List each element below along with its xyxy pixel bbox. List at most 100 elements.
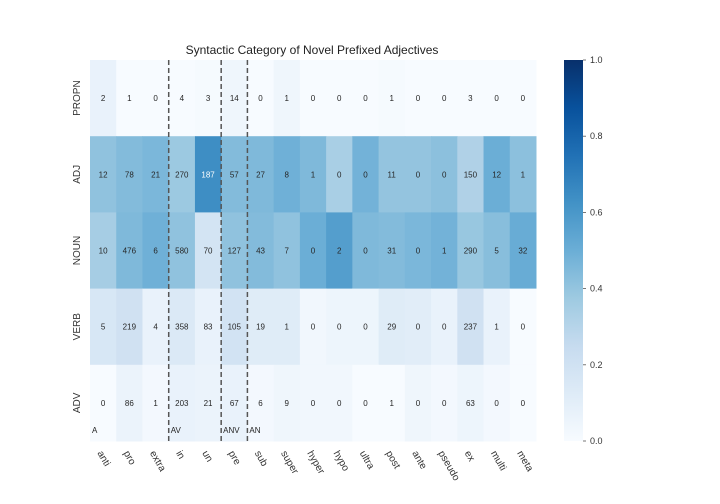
heatmap-cell (326, 364, 353, 442)
cell-count-label: 8 (285, 170, 290, 179)
x-tick-label: un (199, 449, 214, 464)
cell-count-label: 0 (153, 94, 158, 103)
cell-count-label: 1 (285, 94, 290, 103)
heatmap-cell (116, 364, 143, 442)
cell-count-label: 0 (311, 94, 316, 103)
heatmap-cell (378, 136, 406, 213)
heatmap-cell (431, 60, 458, 137)
heatmap-cell (431, 288, 458, 366)
cell-count-label: 0 (416, 399, 421, 408)
cell-count-label: 150 (464, 170, 478, 179)
heatmap-cell (326, 288, 353, 366)
y-tick-label: ADV (72, 392, 83, 413)
cell-count-label: 1 (153, 399, 158, 408)
heatmap-cell (404, 60, 432, 137)
cell-count-label: 0 (442, 323, 447, 332)
group-label: AN (249, 426, 260, 435)
heatmap-cell (352, 364, 380, 442)
heatmap-cell (116, 288, 143, 366)
cell-count-label: 0 (521, 94, 526, 103)
heatmap-cell (457, 60, 485, 137)
cell-count-label: 0 (416, 170, 421, 179)
heatmap-cell (273, 60, 301, 137)
heatmap-cell (142, 60, 170, 137)
cell-count-label: 1 (311, 170, 316, 179)
heatmap-cell (431, 364, 458, 442)
heatmap-cell (168, 288, 196, 366)
heatmap-cell (378, 212, 406, 290)
cell-count-label: 12 (492, 170, 501, 179)
heatmap-cell (457, 136, 485, 213)
cell-count-label: 27 (256, 170, 265, 179)
cell-count-label: 0 (311, 323, 316, 332)
colorbar-tick-label: 0.8 (590, 131, 603, 141)
cell-count-label: 0 (494, 399, 499, 408)
heatmap-cell (378, 60, 406, 137)
heatmap-cell (168, 136, 196, 213)
heatmap-cell (247, 60, 275, 137)
x-tick-label: hyper (304, 449, 326, 477)
x-tick-label: extra (147, 449, 168, 474)
x-tick-label: meta (514, 449, 535, 474)
colorbar-gradient (564, 60, 583, 441)
cell-count-label: 2 (101, 94, 106, 103)
heatmap-cell (352, 212, 380, 290)
heatmap-cell (221, 212, 248, 290)
heatmap-cell (142, 364, 170, 442)
heatmap-cell (352, 136, 380, 213)
heatmap-cell (221, 288, 248, 366)
cell-count-label: 0 (363, 94, 368, 103)
cell-count-label: 86 (125, 399, 134, 408)
x-tick-label: ultra (357, 449, 376, 472)
heatmap-cell (116, 60, 143, 137)
cell-count-label: 11 (388, 170, 397, 179)
heatmap-cell (90, 60, 117, 137)
heatmap-cell (299, 364, 327, 442)
x-tick-label: anti (95, 449, 113, 468)
heatmap-cell (247, 136, 275, 213)
cell-count-label: 476 (123, 247, 137, 256)
x-tick-label: pre (226, 449, 243, 467)
cell-count-label: 78 (125, 170, 134, 179)
cell-count-label: 0 (521, 399, 526, 408)
x-tick-label: pseudo (436, 449, 462, 483)
x-tick-label: in (173, 449, 186, 461)
y-tick-label: VERB (72, 313, 83, 341)
cell-count-label: 0 (521, 323, 526, 332)
cell-count-label: 5 (101, 323, 106, 332)
heatmap-cell (299, 136, 327, 213)
heatmap-cell (273, 136, 301, 213)
x-tick-label: hypo (331, 449, 352, 474)
heatmap-cell (90, 288, 117, 366)
x-tick-label: ante (409, 449, 428, 472)
heatmap-cell (509, 136, 537, 213)
cell-count-label: 31 (387, 247, 396, 256)
heatmap-cell (404, 212, 432, 290)
cell-count-label: 21 (151, 170, 160, 179)
group-label: A (92, 426, 98, 435)
heatmap-cell (194, 288, 222, 366)
cell-count-label: 63 (466, 399, 475, 408)
cell-count-label: 0 (363, 170, 368, 179)
heatmap-cell (299, 212, 327, 290)
cell-count-label: 0 (258, 94, 263, 103)
heatmap-cell (326, 60, 353, 137)
cell-count-label: 290 (464, 247, 478, 256)
heatmap-cell (483, 212, 511, 290)
cell-count-label: 0 (311, 399, 316, 408)
cell-count-label: 1 (389, 94, 394, 103)
heatmap-cells: 2 1 0 4 3 14 0 1 0 0 0 1 0 0 3 0 012 78 21 270 187 57 27 8 1 0 0 11… (90, 60, 537, 442)
cell-count-label: 6 (258, 399, 263, 408)
heatmap-cell (142, 136, 170, 213)
cell-count-label: 29 (387, 323, 396, 332)
heatmap-cell (299, 288, 327, 366)
cell-count-label: 83 (204, 323, 213, 332)
cell-count-label: 0 (363, 323, 368, 332)
cell-count-label: 0 (337, 94, 342, 103)
cell-count-label: 32 (518, 247, 527, 256)
cell-count-label: 0 (442, 170, 447, 179)
heatmap-cell (168, 60, 196, 137)
cell-count-label: 187 (201, 170, 215, 179)
cell-count-label: 7 (285, 247, 290, 256)
